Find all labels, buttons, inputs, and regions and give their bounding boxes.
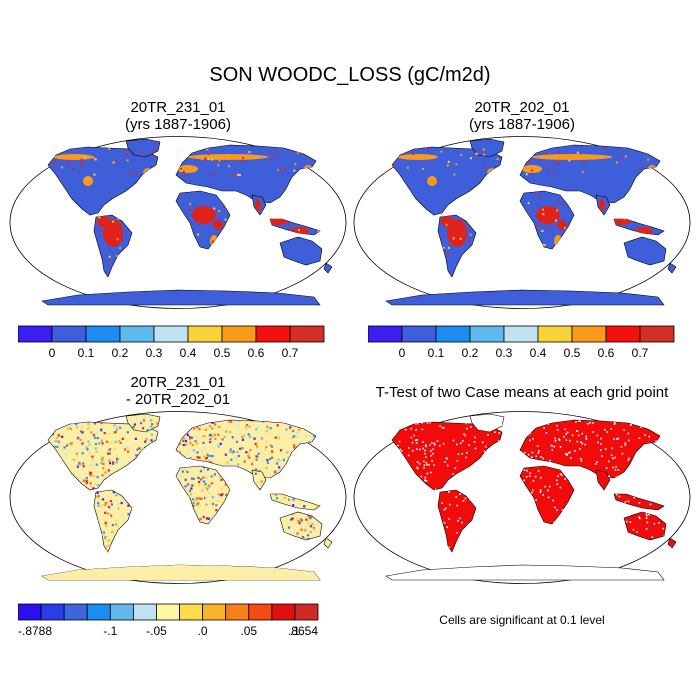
colorbar-tick-label: .0 bbox=[198, 624, 208, 638]
colorbar-swatch bbox=[289, 325, 325, 343]
colorbar-swatch bbox=[537, 325, 573, 343]
colorbar-tick-label: -.8788 bbox=[18, 624, 52, 638]
colorbar-swatch bbox=[294, 603, 319, 621]
colorbar-swatch bbox=[153, 325, 189, 343]
colorbar-tick-label: 0.2 bbox=[112, 346, 129, 360]
colorbar-tick-label: 0 bbox=[399, 346, 406, 360]
colorbar-swatch bbox=[63, 603, 88, 621]
colorbar-swatch bbox=[401, 325, 437, 343]
colorbar-swatch bbox=[368, 325, 403, 343]
colorbar-swatch bbox=[255, 325, 291, 343]
panel-3-title-line1: 20TR_231_01 bbox=[130, 374, 226, 391]
colorbar-tick-label: 0.1 bbox=[78, 346, 95, 360]
colorbar-swatch bbox=[225, 603, 250, 621]
colorbar-tick-label: 0.7 bbox=[282, 346, 299, 360]
map-panel-2 bbox=[353, 136, 691, 309]
panel-2-title-line2: (yrs 1887-1906) bbox=[469, 116, 575, 133]
colorbar-swatch bbox=[18, 603, 42, 621]
colorbar-tick-label: 0.7 bbox=[632, 346, 649, 360]
significance-note: Cells are significant at 0.1 level bbox=[439, 613, 605, 627]
colorbar-swatch bbox=[109, 603, 134, 621]
colorbar-swatch bbox=[469, 325, 505, 343]
panel-2-title: 20TR_202_01 (yrs 1887-1906) bbox=[352, 99, 692, 133]
colorbar-swatch bbox=[605, 325, 641, 343]
panel-1-title-line1: 20TR_231_01 bbox=[130, 99, 226, 116]
colorbar-swatch bbox=[571, 325, 607, 343]
colorbar-tick-label: 0.6 bbox=[248, 346, 265, 360]
colorbar-swatch bbox=[271, 603, 296, 621]
colorbar-tick-label: -.05 bbox=[146, 624, 167, 638]
colorbar-tick-label: 0.5 bbox=[214, 346, 231, 360]
panel-1-title-line2: (yrs 1887-1906) bbox=[125, 116, 231, 133]
panel-3-title: 20TR_231_01 - 20TR_202_01 bbox=[8, 374, 348, 408]
colorbar-swatch bbox=[18, 325, 53, 343]
colorbar-tick-label: .8654 bbox=[288, 624, 318, 638]
colorbar-panel-2: 0 0.1 0.2 0.3 0.4 0.5 0.6 0.7 bbox=[368, 325, 675, 360]
colorbar-swatch bbox=[248, 603, 273, 621]
colorbar-swatch bbox=[639, 325, 675, 343]
colorbar-tick-label: 0.4 bbox=[180, 346, 197, 360]
colorbar-swatch bbox=[435, 325, 471, 343]
colorbar-tick-label: 0.3 bbox=[496, 346, 513, 360]
colorbar-swatch bbox=[40, 603, 65, 621]
colorbar-tick-label: 0.3 bbox=[146, 346, 163, 360]
colorbar-swatch bbox=[86, 603, 111, 621]
panel-2-title-line1: 20TR_202_01 bbox=[474, 99, 570, 116]
panel-1-title: 20TR_231_01 (yrs 1887-1906) bbox=[8, 99, 348, 133]
map-panel-4 bbox=[353, 411, 691, 584]
panel-4-title-line1: T-Test of two Case means at each grid po… bbox=[375, 384, 669, 401]
colorbar-swatch bbox=[221, 325, 257, 343]
colorbar-tick-label: 0 bbox=[49, 346, 56, 360]
colorbar-tick-label: 0.4 bbox=[530, 346, 547, 360]
colorbar-swatch bbox=[202, 603, 227, 621]
colorbar-swatch bbox=[132, 603, 157, 621]
map-panel-3 bbox=[9, 411, 347, 584]
colorbar-diff: -.8788 -.1 -.05 .0 .05 .1.8654 bbox=[18, 603, 319, 638]
panel-3-title-line2: - 20TR_202_01 bbox=[125, 391, 231, 408]
figure-title: SON WOODC_LOSS (gC/m2d) bbox=[209, 64, 491, 86]
colorbar-swatch bbox=[51, 325, 87, 343]
map-panel-1 bbox=[9, 136, 347, 309]
colorbar-swatch bbox=[503, 325, 539, 343]
colorbar-tick-label: .1 bbox=[290, 624, 300, 638]
colorbar-tick-label: 0.2 bbox=[462, 346, 479, 360]
colorbar-swatch bbox=[156, 603, 180, 621]
colorbar-swatch bbox=[119, 325, 155, 343]
colorbar-panel-1: 0 0.1 0.2 0.3 0.4 0.5 0.6 0.7 bbox=[18, 325, 325, 360]
colorbar-tick-label: 0.6 bbox=[598, 346, 615, 360]
colorbar-swatch bbox=[179, 603, 204, 621]
colorbar-swatch bbox=[85, 325, 121, 343]
colorbar-tick-label: -.1 bbox=[103, 624, 117, 638]
colorbar-tick-label: 0.5 bbox=[564, 346, 581, 360]
colorbar-tick-label: 0.1 bbox=[428, 346, 445, 360]
panel-4-title: T-Test of two Case means at each grid po… bbox=[352, 384, 692, 401]
colorbar-tick-label: .05 bbox=[240, 624, 257, 638]
colorbar-swatch bbox=[187, 325, 223, 343]
